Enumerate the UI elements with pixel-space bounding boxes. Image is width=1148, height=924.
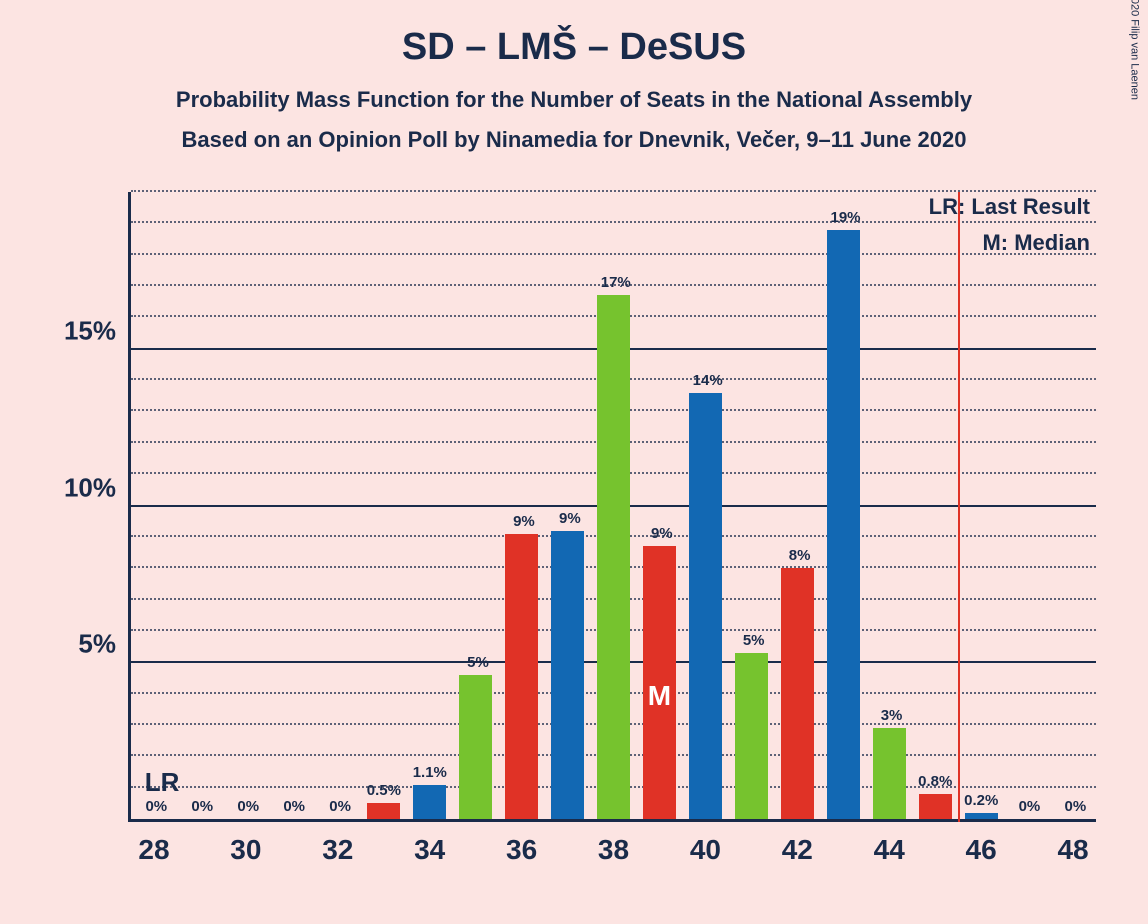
bar [689, 393, 722, 819]
bar-value-label: 1.1% [413, 764, 447, 781]
bar-value-label: 0% [145, 798, 167, 815]
x-tick-label: 46 [966, 834, 997, 866]
last-result-line [958, 192, 960, 822]
grid-minor [131, 253, 1096, 255]
copyright-text: © 2020 Filip van Laenen [1128, 0, 1140, 100]
bar-value-label: 3% [881, 707, 903, 724]
bar [735, 653, 768, 819]
bar-value-label: 0% [1019, 798, 1041, 815]
x-tick-label: 34 [414, 834, 445, 866]
bar [459, 675, 492, 819]
y-axis [128, 192, 131, 822]
chart-subtitle-1: Probability Mass Function for the Number… [0, 87, 1148, 113]
x-tick-label: 36 [506, 834, 537, 866]
bar [919, 794, 952, 819]
bar-value-label: 0% [191, 798, 213, 815]
bar-value-label: 9% [559, 510, 581, 527]
bar-value-label: 5% [467, 654, 489, 671]
y-tick-label: 10% [64, 472, 116, 503]
bar-value-label: 14% [693, 372, 723, 389]
bar-value-label: 17% [601, 274, 631, 291]
bar [781, 568, 814, 819]
y-tick-label: 5% [78, 629, 116, 660]
bar [413, 785, 446, 819]
bar-value-label: 9% [513, 513, 535, 530]
bar [505, 534, 538, 819]
bar-value-label: 0% [237, 798, 259, 815]
bar-value-label: 19% [831, 209, 861, 226]
x-tick-label: 44 [874, 834, 905, 866]
chart-title: SD – LMŠ – DeSUS [0, 0, 1148, 69]
bar [827, 230, 860, 819]
chart-plot-area: 5%10%15%28303234363840424446480%0%0%0%0%… [128, 192, 1096, 822]
bar [597, 295, 630, 819]
chart-subtitle-2: Based on an Opinion Poll by Ninamedia fo… [0, 127, 1148, 153]
bar [367, 803, 400, 819]
bar-value-label: 0% [1065, 798, 1087, 815]
bar-value-label: 5% [743, 632, 765, 649]
median-marker: M [648, 680, 671, 712]
grid-minor [131, 190, 1096, 192]
bar [965, 813, 998, 819]
x-tick-label: 28 [138, 834, 169, 866]
bar-value-label: 0.5% [367, 782, 401, 799]
bar-value-label: 8% [789, 547, 811, 564]
x-tick-label: 32 [322, 834, 353, 866]
grid-minor [131, 221, 1096, 223]
bar [551, 531, 584, 819]
bar-value-label: 0.2% [964, 792, 998, 809]
x-tick-label: 38 [598, 834, 629, 866]
bar-value-label: 0.8% [918, 773, 952, 790]
bar-value-label: 9% [651, 525, 673, 542]
x-tick-label: 30 [230, 834, 261, 866]
x-tick-label: 48 [1057, 834, 1088, 866]
x-tick-label: 42 [782, 834, 813, 866]
legend-median: M: Median [982, 230, 1090, 256]
bar-value-label: 0% [329, 798, 351, 815]
legend-last-result: LR: Last Result [929, 194, 1090, 220]
bar-value-label: 0% [283, 798, 305, 815]
lr-marker: LR [145, 767, 180, 798]
y-tick-label: 15% [64, 315, 116, 346]
x-axis [128, 819, 1096, 822]
x-tick-label: 40 [690, 834, 721, 866]
bar [873, 728, 906, 819]
